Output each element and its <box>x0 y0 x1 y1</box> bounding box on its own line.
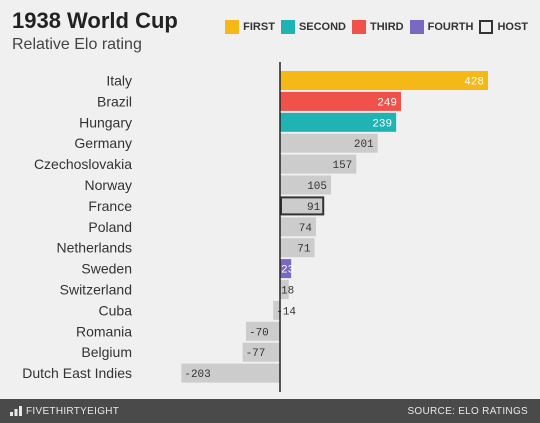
value-label-italy: 428 <box>464 77 484 89</box>
legend-label-fourth: FOURTH <box>427 21 474 33</box>
legend-swatch-first <box>225 20 240 34</box>
category-label-sweden: Sweden <box>81 261 132 277</box>
bar-poland <box>280 217 316 237</box>
category-label-germany: Germany <box>74 135 132 151</box>
bar-norway <box>280 175 332 195</box>
legend-item-second: SECOND <box>280 20 346 34</box>
category-label-switzerland: Switzerland <box>60 282 132 298</box>
legend-item-fourth: FOURTH <box>409 20 474 34</box>
value-label-germany: 201 <box>354 139 374 151</box>
brand-name: FIVETHIRTYEIGHT <box>26 405 120 417</box>
legend-label-host: HOST <box>497 21 528 33</box>
legend: FIRST SECOND THIRD FOURTH HOST <box>219 20 528 34</box>
category-label-netherlands: Netherlands <box>57 240 133 256</box>
value-label-romania: -70 <box>249 327 269 339</box>
brand-logo-icon <box>10 406 22 416</box>
bar-italy <box>280 71 488 90</box>
bar-cuba <box>273 300 280 320</box>
chart-subtitle: Relative Elo rating <box>12 36 142 53</box>
value-label-hungary: 239 <box>372 118 392 130</box>
bar-belgium <box>242 342 280 362</box>
bar-hungary <box>280 112 397 132</box>
legend-label-second: SECOND <box>298 21 346 33</box>
bar-netherlands <box>280 238 315 258</box>
bar-romania <box>245 321 280 341</box>
value-label-czechoslovakia: 157 <box>332 160 352 172</box>
category-label-hungary: Hungary <box>79 114 132 130</box>
footer-brand: FIVETHIRTYEIGHT <box>10 406 119 417</box>
bar-germany <box>280 133 378 153</box>
value-label-brazil: 249 <box>377 97 397 109</box>
footer: FIVETHIRTYEIGHT SOURCE: ELO RATINGS <box>0 399 540 423</box>
source-note: SOURCE: ELO RATINGS <box>407 405 528 417</box>
category-label-poland: Poland <box>88 219 132 235</box>
category-label-france: France <box>88 198 132 214</box>
bar-switzerland <box>280 280 289 299</box>
value-label-sweden: 23 <box>281 265 294 277</box>
value-label-netherlands: 71 <box>297 244 311 256</box>
legend-label-first: FIRST <box>243 21 275 33</box>
category-label-czechoslovakia: Czechoslovakia <box>34 156 132 172</box>
legend-item-host: HOST <box>479 20 528 34</box>
legend-swatch-third <box>352 20 366 34</box>
value-label-poland: 74 <box>299 223 313 235</box>
category-label-italy: Italy <box>106 73 132 89</box>
category-label-brazil: Brazil <box>97 93 132 109</box>
value-label-dutch-east-indies: -203 <box>184 369 210 381</box>
legend-swatch-second <box>280 20 295 34</box>
chart-title: 1938 World Cup <box>12 8 178 33</box>
category-label-dutch-east-indies: Dutch East Indies <box>22 365 132 381</box>
value-label-switzerland: 18 <box>281 286 294 298</box>
value-label-cuba: -14 <box>276 306 296 318</box>
bar-sweden <box>280 259 292 279</box>
category-label-belgium: Belgium <box>81 344 132 360</box>
bar-france <box>280 196 325 216</box>
bar-czechoslovakia <box>280 154 357 174</box>
value-label-norway: 105 <box>307 181 327 193</box>
legend-swatch-fourth <box>409 20 424 34</box>
legend-item-third: THIRD <box>352 20 404 34</box>
bar-brazil <box>280 91 402 111</box>
category-label-cuba: Cuba <box>99 302 133 318</box>
value-label-belgium: -77 <box>246 348 266 360</box>
legend-item-first: FIRST <box>225 20 275 34</box>
category-label-norway: Norway <box>85 177 132 193</box>
category-label-romania: Romania <box>76 323 132 339</box>
bar-dutch-east-indies <box>181 363 280 383</box>
legend-label-third: THIRD <box>370 21 404 33</box>
value-label-france: 91 <box>307 202 321 214</box>
legend-swatch-host <box>479 20 494 34</box>
